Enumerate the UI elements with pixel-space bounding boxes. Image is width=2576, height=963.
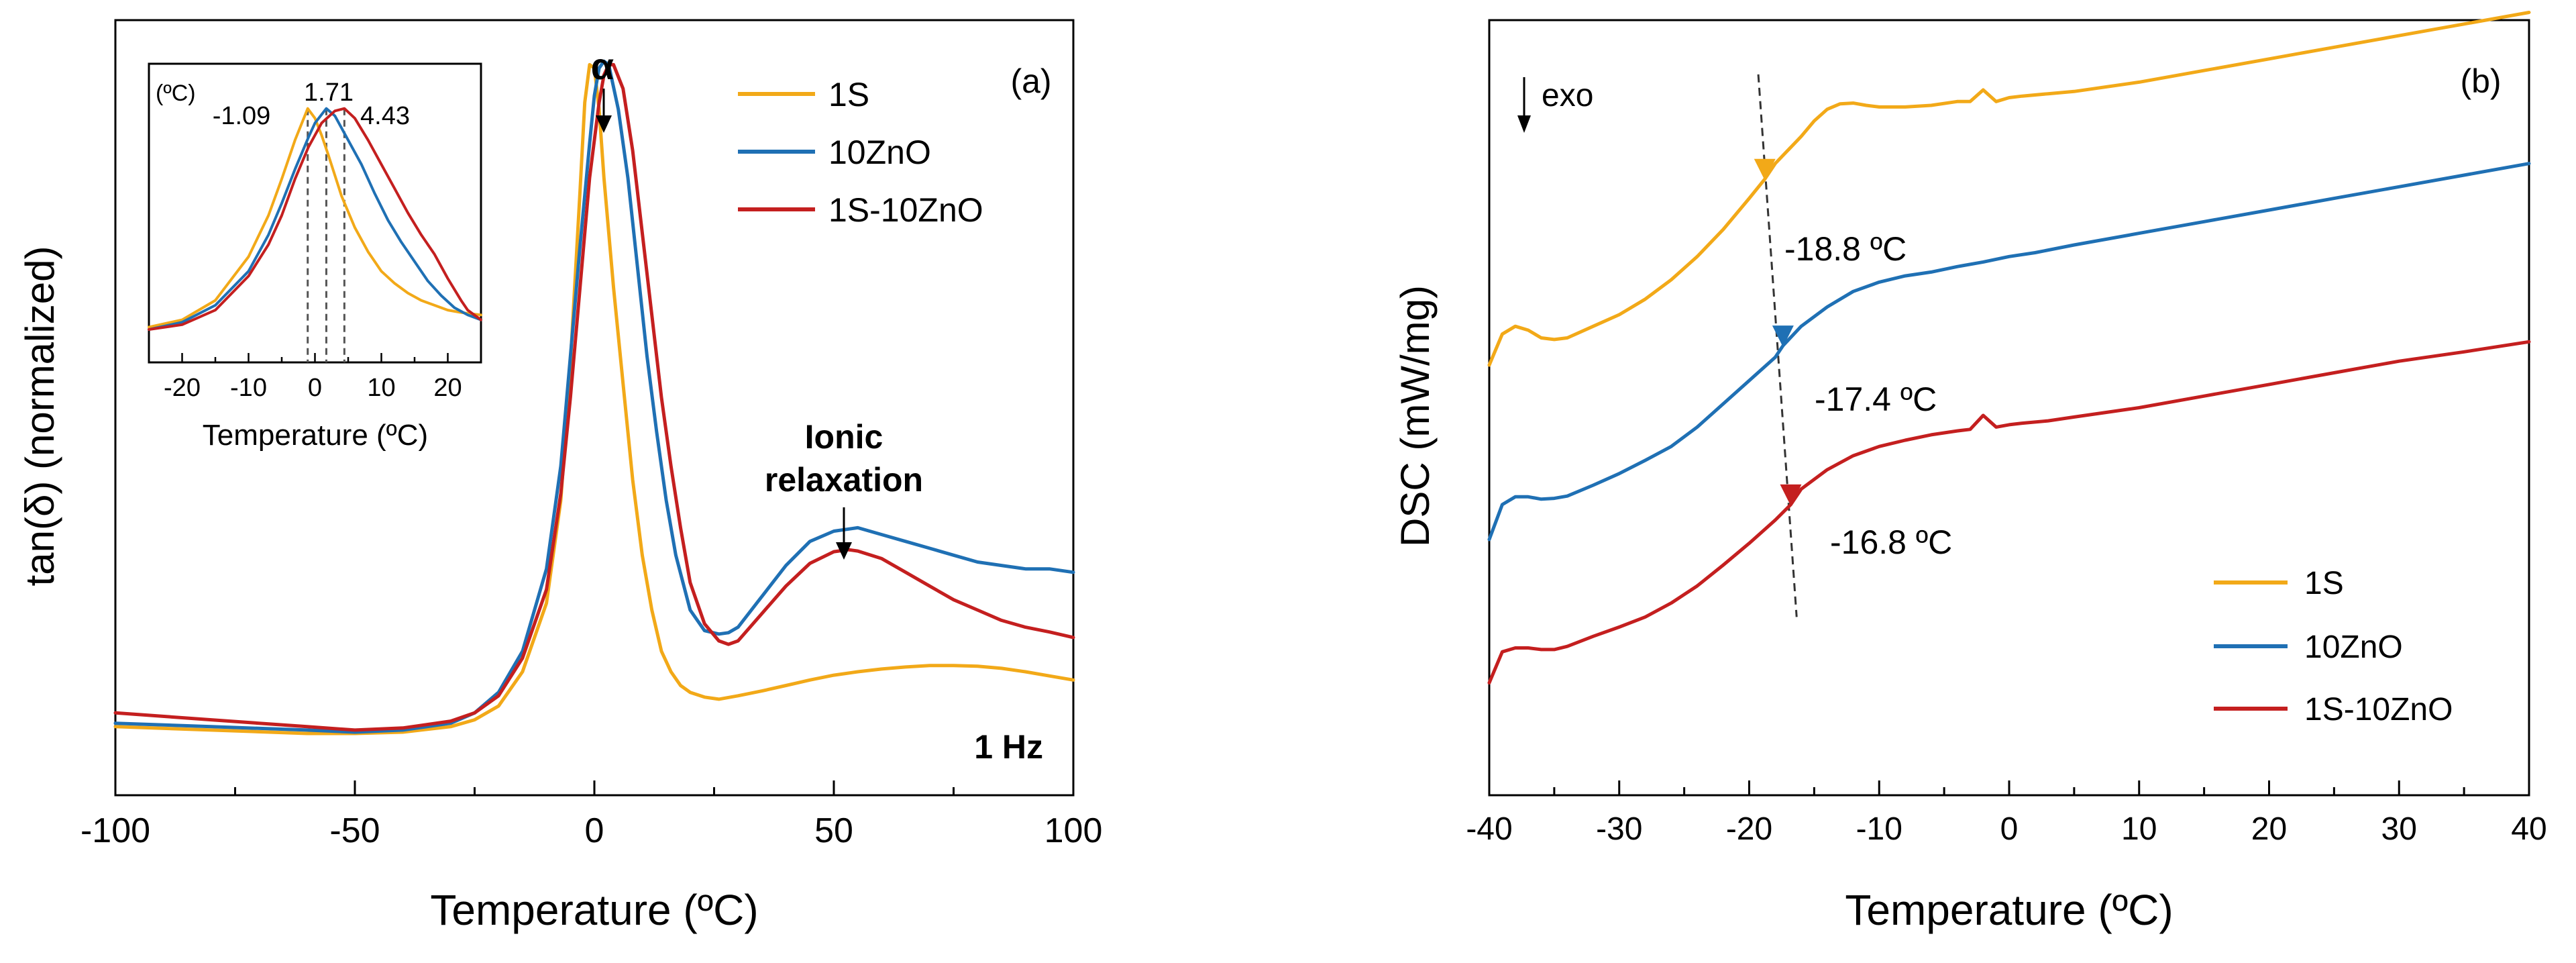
panel-a-panel-label: (a): [1010, 62, 1051, 100]
panel-a-series-group: [113, 59, 1075, 736]
inset-peak-label-1s: -1.09: [213, 102, 271, 130]
inset-series-1s: [148, 107, 482, 329]
exo-label: exo: [1542, 78, 1593, 113]
legend-label-b-1s-10zno: 1S-10ZnO: [2304, 692, 2453, 727]
inset-peak-label-1s-10zno: 4.43: [360, 102, 410, 130]
panel-b-x-tick-label: -30: [1596, 811, 1642, 847]
dsc-series-1s: [1487, 11, 2531, 367]
panel-b-series-group: [1487, 11, 2531, 685]
tan-delta-series-1s: [113, 62, 1075, 736]
panel-b-legend: 1S 10ZnO 1S-10ZnO: [2214, 566, 2453, 727]
legend-item-b-1s-10zno: 1S-10ZnO: [2214, 692, 2453, 727]
alpha-peak-label: α: [591, 45, 614, 87]
tg-marker-1s-10zno: [1780, 484, 1802, 506]
legend-label-10zno: 10ZnO: [828, 134, 931, 171]
tg-label-1s: -18.8 ºC: [1784, 230, 1907, 268]
dsc-series-10zno: [1487, 162, 2531, 542]
panel-b-dsc-chart: -40 -30 -20 -10 0 10 20 30 40 DSC (mW/mg) Temper…: [1393, 11, 2547, 934]
panel-a-x-tick-label: 0: [585, 811, 604, 850]
inset-x-tick-label: 10: [367, 374, 395, 402]
panel-a-dma-chart: -100 -50 0 50 100 tan(δ) (normalized) Temper…: [17, 19, 1102, 934]
legend-item-b-10zno: 10ZnO: [2214, 629, 2403, 665]
panel-b-x-tick-label: -10: [1856, 811, 1902, 847]
tan-delta-series-1s-10zno: [113, 62, 1075, 732]
ionic-relaxation-label-line2: relaxation: [765, 461, 923, 499]
inset-series-group: [148, 107, 482, 331]
panel-a-x-tick-label: 50: [814, 811, 853, 850]
panel-b-y-axis-label: DSC (mW/mg): [1393, 285, 1438, 547]
inset-x-tick-label: -10: [230, 374, 267, 402]
legend-item-b-1s: 1S: [2214, 566, 2344, 601]
inset-x-axis-label: Temperature (ºC): [203, 419, 428, 452]
panel-a-x-tick-label: 100: [1044, 811, 1103, 850]
panel-b-plot-frame: [1488, 19, 2530, 797]
tg-marker-1s: [1754, 158, 1776, 181]
inset-peak-guides: [307, 108, 345, 362]
panel-b-x-ticks: -40 -30 -20 -10 0 10 20 30 40: [1466, 780, 2547, 847]
tan-delta-series-10zno: [113, 59, 1075, 734]
dsc-series-1s-10zno: [1487, 340, 2531, 685]
ionic-relaxation-arrow: [836, 507, 852, 560]
panel-a-x-ticks: -100 -50 0 50 100: [80, 780, 1102, 850]
tg-marker-10zno: [1772, 325, 1794, 348]
panel-b-x-tick-label: 0: [2000, 811, 2019, 847]
panel-b-x-tick-label: 10: [2121, 811, 2157, 847]
inset-unit-label: (ºC): [156, 81, 196, 106]
inset-x-tick-label: 0: [308, 374, 322, 402]
panel-b-x-tick-label: 40: [2511, 811, 2546, 847]
panel-b-x-tick-label: 30: [2381, 811, 2417, 847]
legend-label-1s: 1S: [828, 76, 869, 113]
panel-b-panel-label: (b): [2460, 62, 2501, 100]
legend-label-1s-10zno: 1S-10ZnO: [828, 191, 983, 229]
inset-x-tick-label: -20: [164, 374, 201, 402]
inset-x-ticks: -20 -10 0 10 20: [164, 353, 462, 402]
tg-markers: [1754, 158, 1802, 506]
legend-item-10zno: 10ZnO: [738, 134, 931, 171]
tg-trend-line: [1757, 74, 1798, 617]
legend-label-b-10zno: 10ZnO: [2304, 629, 2403, 665]
panel-b-x-tick-label: 20: [2251, 811, 2287, 847]
panel-a-x-tick-label: -50: [329, 811, 380, 850]
exo-arrow: [1517, 77, 1531, 133]
panel-a-x-axis-label: Temperature (ºC): [430, 886, 758, 934]
inset-series-10zno: [148, 107, 482, 331]
legend-label-b-1s: 1S: [2304, 566, 2344, 601]
alpha-peak-arrow: [596, 89, 612, 133]
legend-item-1s: 1S: [738, 76, 869, 113]
tg-label-1s-10zno: -16.8 ºC: [1830, 523, 1952, 561]
inset-series-1s-10zno: [148, 107, 482, 331]
tg-label-10zno: -17.4 ºC: [1815, 381, 1937, 418]
panel-a-inset-chart: -20 -10 0 10 20 (ºC) -1.09 1.71 4.43 Tempera…: [148, 62, 482, 452]
panel-a-legend: 1S 10ZnO 1S-10ZnO: [738, 76, 983, 229]
panel-b-x-axis-label: Temperature (ºC): [1845, 886, 2173, 934]
panel-b-x-tick-label: -40: [1466, 811, 1512, 847]
panel-a-x-tick-label: -100: [80, 811, 150, 850]
panel-b-x-tick-label: -20: [1726, 811, 1772, 847]
ionic-relaxation-label-line1: Ionic: [805, 418, 883, 456]
legend-item-1s-10zno: 1S-10ZnO: [738, 191, 983, 229]
inset-x-tick-label: 20: [433, 374, 462, 402]
panel-a-y-axis-label: tan(δ) (normalized): [17, 246, 62, 587]
tg-trend-dashed-line: [1757, 74, 1798, 617]
inset-peak-label-10zno: 1.71: [304, 79, 354, 107]
panel-a-frequency-label: 1 Hz: [974, 728, 1043, 766]
